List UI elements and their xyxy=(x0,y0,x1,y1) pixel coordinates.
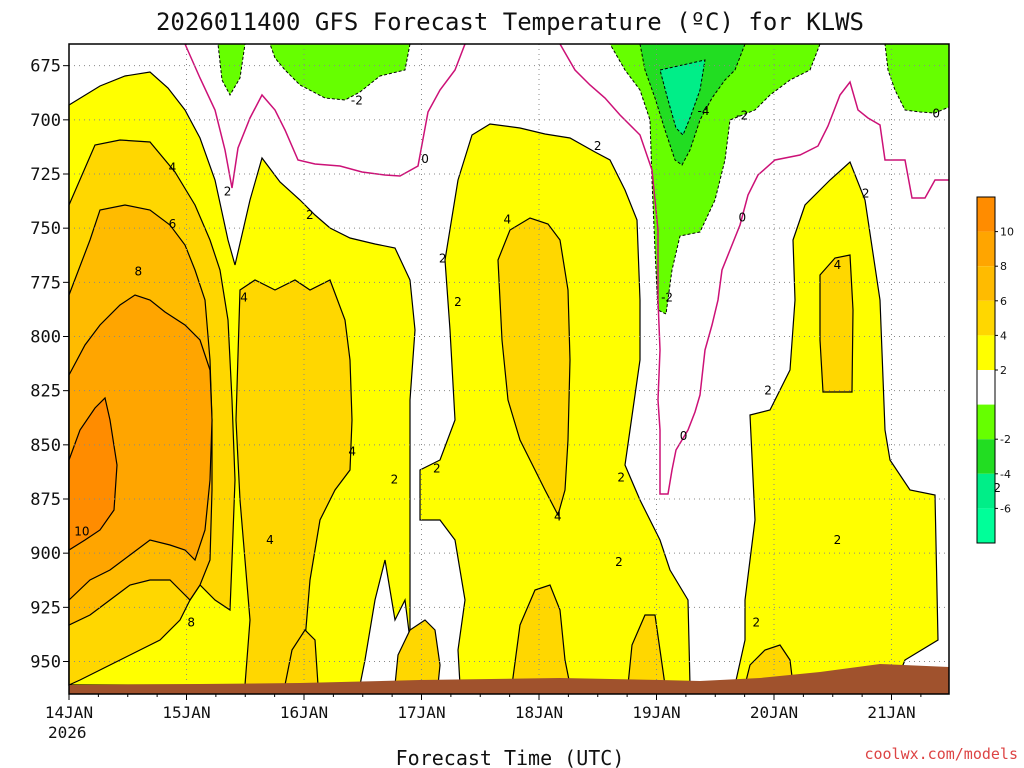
x-tick-label: 14JAN xyxy=(45,703,93,722)
contour-label: 2 xyxy=(764,384,772,398)
contour-label: 4 xyxy=(503,213,511,227)
contour-label: -2 xyxy=(661,291,673,305)
y-tick-label: 775 xyxy=(30,273,61,293)
contour-label: 2 xyxy=(594,139,602,153)
y-tick-label: 900 xyxy=(30,544,61,564)
colorbar-swatch xyxy=(977,197,995,232)
contour-label: 2 xyxy=(454,295,462,309)
x-tick-label: 20JAN xyxy=(750,703,798,722)
y-axis: 675 700 725 750 775 800 825 850 875 900 925 950 xyxy=(30,57,69,673)
grid xyxy=(69,44,949,694)
contour-label: 2 xyxy=(753,616,761,630)
colorbar-swatch xyxy=(977,231,995,267)
contour-label: 0 xyxy=(738,210,746,224)
contour-label: 8 xyxy=(135,265,143,279)
contour-fill-4c xyxy=(497,217,571,517)
contour-label: 4 xyxy=(554,509,562,523)
y-tick-label: 925 xyxy=(30,598,61,618)
x-tick-label: 19JAN xyxy=(632,703,680,722)
x-tick-label: 21JAN xyxy=(867,703,915,722)
y-tick-label: 875 xyxy=(30,490,61,510)
contour-fill-neg6 xyxy=(659,59,706,136)
contour-fill-4b xyxy=(235,279,353,686)
colorbar-swatch xyxy=(977,300,995,336)
contour-label: 2 xyxy=(439,252,447,266)
contour-label: 2 xyxy=(617,470,625,484)
contour-label: 0 xyxy=(932,106,940,120)
contour-label: 4 xyxy=(266,533,274,547)
y-tick-label: 850 xyxy=(30,436,61,456)
contour-fill-neg2-left2 xyxy=(269,43,411,101)
colorbar-swatch xyxy=(977,473,995,509)
contour-label: 2 xyxy=(306,208,314,222)
contour-label: -2 xyxy=(736,109,748,123)
x-axis-label: Forecast Time (UTC) xyxy=(396,746,625,768)
contour-label: 4 xyxy=(348,444,356,458)
contour-label: 2 xyxy=(391,473,399,487)
contour-label: 2 xyxy=(834,533,842,547)
contour-fill-4d xyxy=(819,254,854,393)
contour-label: 2 xyxy=(993,481,1001,495)
y-tick-label: 950 xyxy=(30,653,61,673)
colorbar-swatch xyxy=(977,508,995,543)
chart-title: 2026011400 GFS Forecast Temperature (ºC)… xyxy=(156,8,864,36)
x-axis: 14JAN 15JAN 16JAN 17JAN 18JAN 19JAN 20JAN 21JAN xyxy=(45,694,922,722)
contour-label: 2 xyxy=(615,555,623,569)
x-tick-label: 15JAN xyxy=(162,703,210,722)
contour-label: 6 xyxy=(169,217,177,231)
contour-label: -2 xyxy=(351,93,363,107)
y-tick-label: 800 xyxy=(30,328,61,348)
y-tick-label: 675 xyxy=(30,57,61,77)
colorbar-label: 6 xyxy=(1000,295,1007,308)
colorbar-label: 4 xyxy=(1000,329,1007,342)
colorbar-label: 10 xyxy=(1000,226,1014,239)
x-tick-label: 16JAN xyxy=(280,703,328,722)
contour-label: 0 xyxy=(680,429,688,443)
contour-fill-2c xyxy=(734,160,939,686)
colorbar-swatch xyxy=(977,439,995,474)
contour-label: 0 xyxy=(421,152,429,166)
contour-label: -4 xyxy=(698,104,710,118)
contour-label: 4 xyxy=(834,258,842,272)
colorbar-label: 2 xyxy=(1000,364,1007,377)
x-tick-label: 18JAN xyxy=(515,703,563,722)
plot-frame xyxy=(68,43,950,695)
colorbar-label: -4 xyxy=(1000,468,1011,481)
colorbar-swatch xyxy=(977,370,995,405)
colorbar-swatch xyxy=(977,404,995,440)
contour-label: 2 xyxy=(224,184,232,198)
contour-fill-10 xyxy=(68,396,118,552)
contour-label: 2 xyxy=(862,187,870,201)
contour-label: 8 xyxy=(187,616,195,630)
y-tick-label: 750 xyxy=(30,219,61,239)
contour-label: 4 xyxy=(169,161,177,175)
y-tick-label: 725 xyxy=(30,165,61,185)
x-year-label: 2026 xyxy=(48,723,87,742)
colorbar-label: 8 xyxy=(1000,260,1007,273)
contour-label: 10 xyxy=(74,525,89,539)
colorbar-swatch xyxy=(977,335,995,370)
contour-label: 2 xyxy=(433,462,441,476)
colorbar: 10 8 6 4 2 -2 -4 -6 xyxy=(976,196,1014,544)
plot-area: -2 0 4 2 2 6 8 2 4 2 4 2 -4 -2 0 2 0 4 -2 2 0 4 2 2 4 2 2 10 4 8 2 2 2 xyxy=(68,43,1001,695)
y-tick-label: 700 xyxy=(30,111,61,131)
terrain-ground xyxy=(69,664,949,694)
contour-labels: -2 0 4 2 2 6 8 2 4 2 4 2 -4 -2 0 2 0 4 -2 2 0 4 2 2 4 2 2 10 4 8 2 2 2 xyxy=(74,93,1001,629)
x-tick-label: 17JAN xyxy=(397,703,445,722)
colorbar-label: -2 xyxy=(1000,433,1011,446)
colorbar-label: -6 xyxy=(1000,502,1011,515)
contour-label: 4 xyxy=(240,291,248,305)
colorbar-swatch xyxy=(977,266,995,301)
credit-text: coolwx.com/models xyxy=(864,745,1018,763)
y-tick-label: 825 xyxy=(30,382,61,402)
